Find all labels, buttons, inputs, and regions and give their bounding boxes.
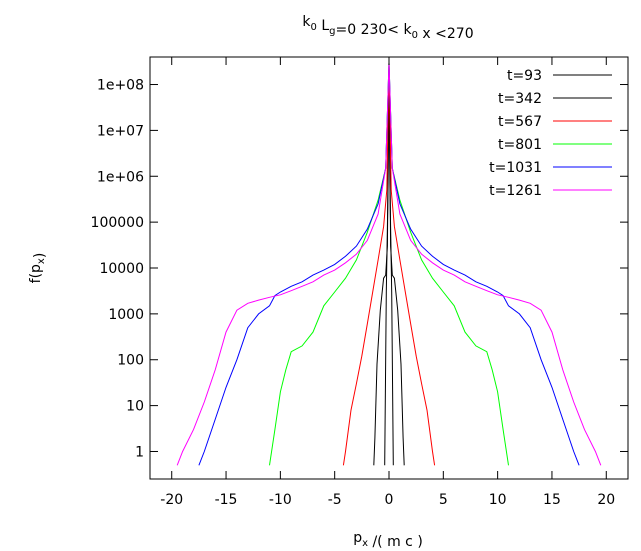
x-tick-label: 5 (439, 492, 448, 508)
x-tick-label: 10 (489, 492, 507, 508)
y-tick-label: 1e+06 (97, 169, 144, 185)
x-tick-label: 20 (597, 492, 615, 508)
x-tick-label: 15 (543, 492, 561, 508)
x-tick-label: -20 (160, 492, 183, 508)
axes-layer: -20 -15 -10 -5 0 5 10 15 20 1 10 100 1000 10000 100000… (91, 57, 628, 508)
x-tick-label: -15 (215, 492, 238, 508)
legend: t=93 t=342 t=567 t=801 t=1031 t=1261 (489, 68, 612, 199)
x-axis-label: px /( m c ) (353, 530, 423, 550)
x-tick-label: 0 (385, 492, 394, 508)
y-tick-label: 100 (117, 353, 144, 369)
y-tick-label: 100000 (91, 215, 144, 231)
y-tick-label: 1000 (108, 307, 144, 323)
y-tick-label: 1e+07 (97, 123, 144, 139)
x-tick-label: -5 (328, 492, 342, 508)
y-tick-label: 10 (126, 399, 144, 415)
legend-label: t=1031 (489, 160, 542, 176)
legend-label: t=801 (498, 137, 542, 153)
legend-label: t=93 (507, 68, 542, 84)
y-tick-label: 10000 (99, 261, 144, 277)
legend-label: t=567 (498, 114, 542, 130)
y-tick-label: 1e+08 (97, 78, 144, 94)
chart-title: k0 Lg=0 230< k0 x <270 (302, 14, 473, 42)
legend-label: t=1261 (489, 183, 542, 199)
y-axis-label: f(px) (28, 253, 48, 284)
x-tick-label: -10 (269, 492, 292, 508)
y-tick-label: 1 (135, 444, 144, 460)
legend-label: t=342 (498, 91, 542, 107)
